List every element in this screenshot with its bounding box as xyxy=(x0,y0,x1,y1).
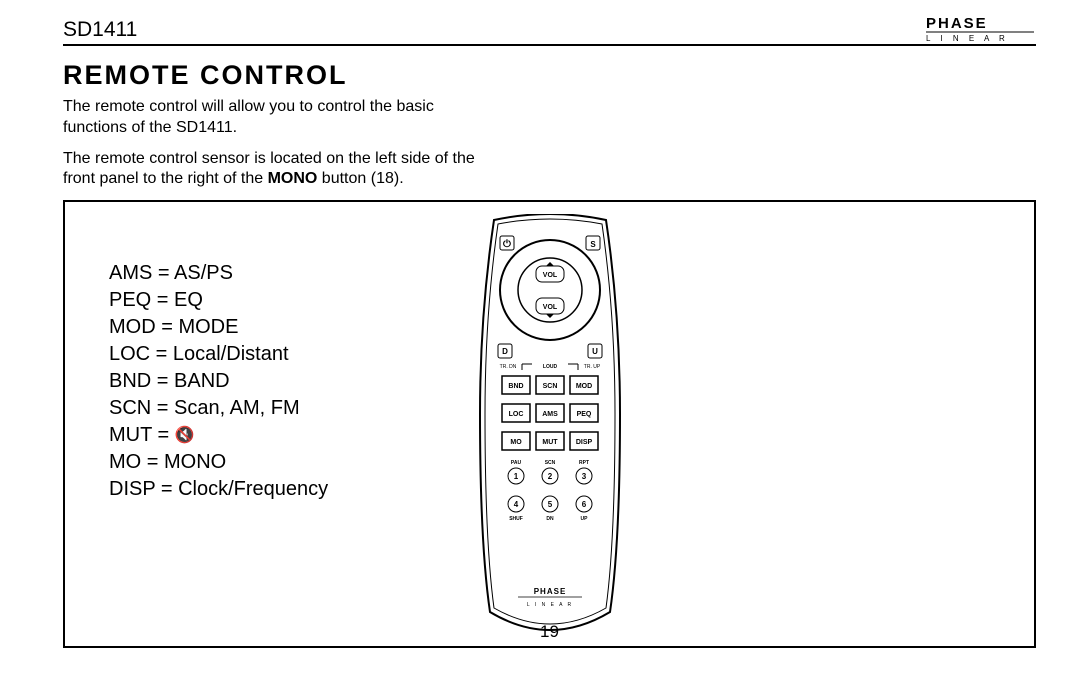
legend-line: DISP = Clock/Frequency xyxy=(109,476,328,503)
svg-text:DISP: DISP xyxy=(575,439,592,446)
model-number: SD1411 xyxy=(63,18,137,42)
legend-line: BND = BAND xyxy=(109,368,328,395)
figure-box: AMS = AS/PS PEQ = EQ MOD = MODE LOC = Lo… xyxy=(63,200,1036,648)
brand-logo: PHASE L I N E A R xyxy=(926,14,1036,42)
svg-text:MUT: MUT xyxy=(542,439,558,446)
svg-text:TR. DN: TR. DN xyxy=(499,364,516,370)
svg-text:VOL: VOL xyxy=(542,272,557,279)
remote-illustration: ⏻ S VOL VOL D U TR. DN LOUD xyxy=(460,214,640,634)
svg-text:MOD: MOD xyxy=(575,383,591,390)
svg-text:2: 2 xyxy=(547,472,552,481)
legend-line: SCN = Scan, AM, FM xyxy=(109,395,328,422)
svg-text:PAU: PAU xyxy=(510,460,521,466)
svg-text:SHUF: SHUF xyxy=(509,516,523,522)
svg-text:BND: BND xyxy=(508,383,523,390)
section-title: REMOTE CONTROL xyxy=(63,60,1036,91)
svg-text:3: 3 xyxy=(581,472,586,481)
svg-text:5: 5 xyxy=(547,500,552,509)
legend-line: MUT = 🔇 xyxy=(109,422,328,449)
svg-text:6: 6 xyxy=(581,500,586,509)
svg-text:VOL: VOL xyxy=(542,304,557,311)
svg-text:U: U xyxy=(592,347,598,356)
svg-text:SCN: SCN xyxy=(544,460,555,466)
svg-text:1: 1 xyxy=(513,472,518,481)
legend-line: PEQ = EQ xyxy=(109,287,328,314)
page-number: 19 xyxy=(65,622,1034,642)
svg-text:S: S xyxy=(590,240,596,249)
svg-text:UP: UP xyxy=(580,516,588,522)
legend-line: LOC = Local/Distant xyxy=(109,341,328,368)
svg-text:AMS: AMS xyxy=(542,411,558,418)
power-icon: ⏻ xyxy=(503,238,511,250)
svg-text:PEQ: PEQ xyxy=(576,411,591,418)
svg-text:TR. UP: TR. UP xyxy=(583,364,600,370)
svg-text:LOC: LOC xyxy=(508,411,523,418)
legend-line: AMS = AS/PS xyxy=(109,260,328,287)
svg-text:D: D xyxy=(502,347,508,356)
svg-text:LOUD: LOUD xyxy=(542,364,557,370)
mute-icon: 🔇 xyxy=(175,427,195,444)
svg-text:PHASE: PHASE xyxy=(533,587,566,596)
svg-text:4: 4 xyxy=(513,500,518,509)
svg-text:L I N E A R: L I N E A R xyxy=(526,602,572,608)
legend-line: MOD = MODE xyxy=(109,314,328,341)
svg-text:PHASE: PHASE xyxy=(926,15,988,32)
intro-p1: The remote control will allow you to con… xyxy=(63,97,483,139)
svg-text:SCN: SCN xyxy=(542,383,557,390)
svg-text:DN: DN xyxy=(546,516,554,522)
abbreviation-legend: AMS = AS/PS PEQ = EQ MOD = MODE LOC = Lo… xyxy=(109,260,328,503)
intro-text: The remote control will allow you to con… xyxy=(63,97,483,190)
svg-text:RPT: RPT xyxy=(579,460,589,466)
svg-text:L I N E A R: L I N E A R xyxy=(926,34,1009,42)
intro-p2: The remote control sensor is located on … xyxy=(63,149,483,191)
svg-text:MO: MO xyxy=(510,439,522,446)
legend-line: MO = MONO xyxy=(109,449,328,476)
